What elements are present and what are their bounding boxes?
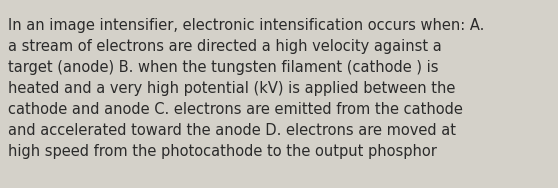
- Text: In an image intensifier, electronic intensification occurs when: A.
a stream of : In an image intensifier, electronic inte…: [8, 18, 484, 159]
